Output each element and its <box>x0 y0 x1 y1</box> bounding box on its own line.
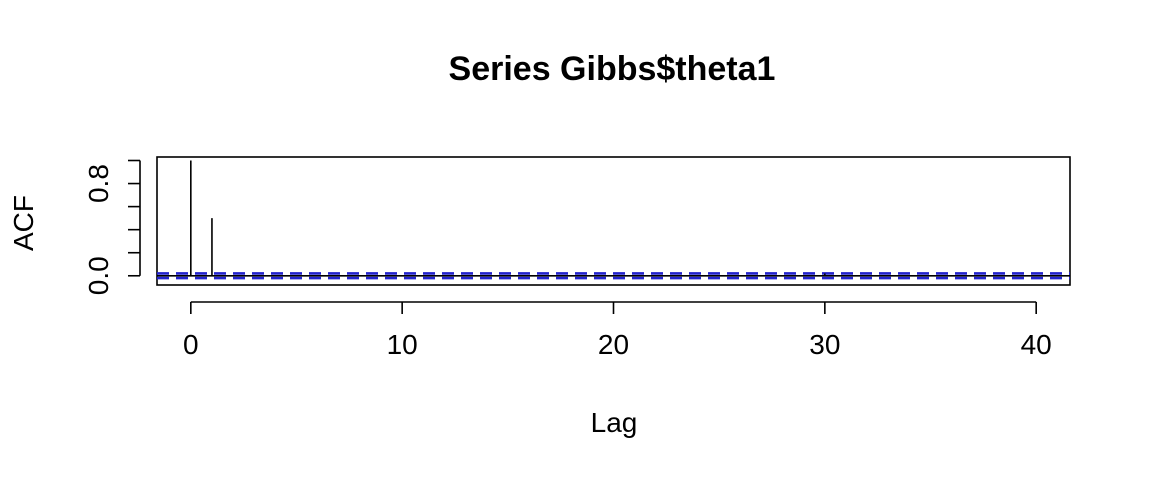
x-axis-label: Lag <box>591 407 638 438</box>
x-tick-label-10: 10 <box>387 329 418 360</box>
plot-area: 0 10 20 30 40 0.0 0.8 <box>83 159 1070 360</box>
y-axis-label: ACF <box>8 195 39 251</box>
x-tick-label-0: 0 <box>183 329 199 360</box>
y-tick-label-0: 0.0 <box>83 256 114 295</box>
x-tick-label-40: 40 <box>1021 329 1052 360</box>
x-tick-label-30: 30 <box>809 329 840 360</box>
x-tick-label-20: 20 <box>598 329 629 360</box>
chart-title: Series Gibbs$theta1 <box>449 50 776 88</box>
y-tick-label-1: 0.8 <box>83 164 114 203</box>
plot-frame <box>156 156 1071 286</box>
